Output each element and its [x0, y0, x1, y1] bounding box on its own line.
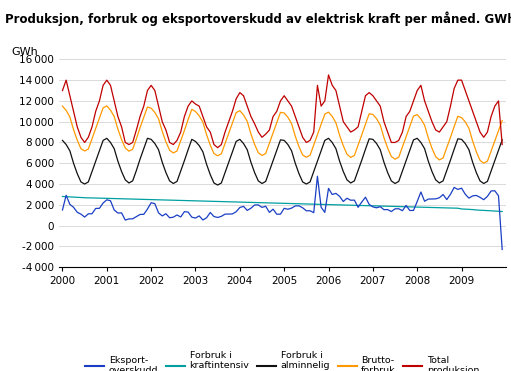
Legend: Eksport-
overskudd, Forbruk i
kraftintensiv
industri i alt, Forbruk i
alminnelig: Eksport- overskudd, Forbruk i kraftinten… — [85, 351, 479, 371]
Text: Produksjon, forbruk og eksportoverskudd av elektrisk kraft per måned. GWh: Produksjon, forbruk og eksportoverskudd … — [5, 11, 511, 26]
Text: GWh: GWh — [12, 47, 38, 57]
